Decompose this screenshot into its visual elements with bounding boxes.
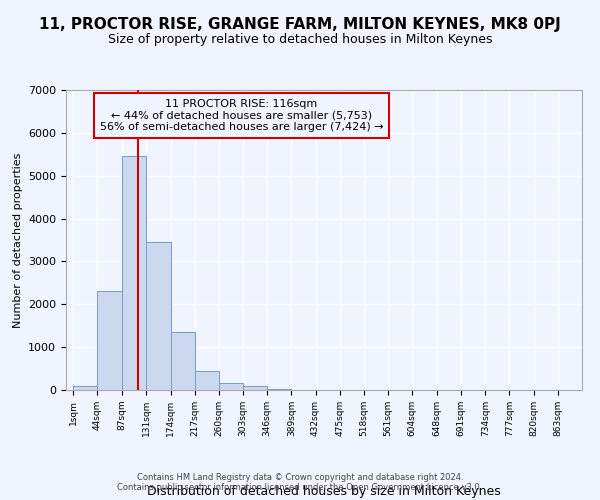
Text: 11 PROCTOR RISE: 116sqm
← 44% of detached houses are smaller (5,753)
56% of semi: 11 PROCTOR RISE: 116sqm ← 44% of detache… — [100, 99, 383, 132]
Bar — [267, 389, 292, 390]
Bar — [219, 382, 243, 390]
Text: Contains HM Land Registry data © Crown copyright and database right 2024.
Contai: Contains HM Land Registry data © Crown c… — [118, 473, 482, 492]
Bar — [122, 156, 146, 390]
Bar — [170, 332, 194, 390]
Y-axis label: Number of detached properties: Number of detached properties — [13, 152, 23, 328]
Bar — [97, 292, 122, 390]
Text: Size of property relative to detached houses in Milton Keynes: Size of property relative to detached ho… — [108, 32, 492, 46]
Bar — [194, 370, 219, 390]
X-axis label: Distribution of detached houses by size in Milton Keynes: Distribution of detached houses by size … — [147, 484, 501, 498]
Bar — [73, 386, 97, 390]
Bar — [146, 242, 170, 390]
Text: 11, PROCTOR RISE, GRANGE FARM, MILTON KEYNES, MK8 0PJ: 11, PROCTOR RISE, GRANGE FARM, MILTON KE… — [39, 18, 561, 32]
Bar — [243, 386, 267, 390]
